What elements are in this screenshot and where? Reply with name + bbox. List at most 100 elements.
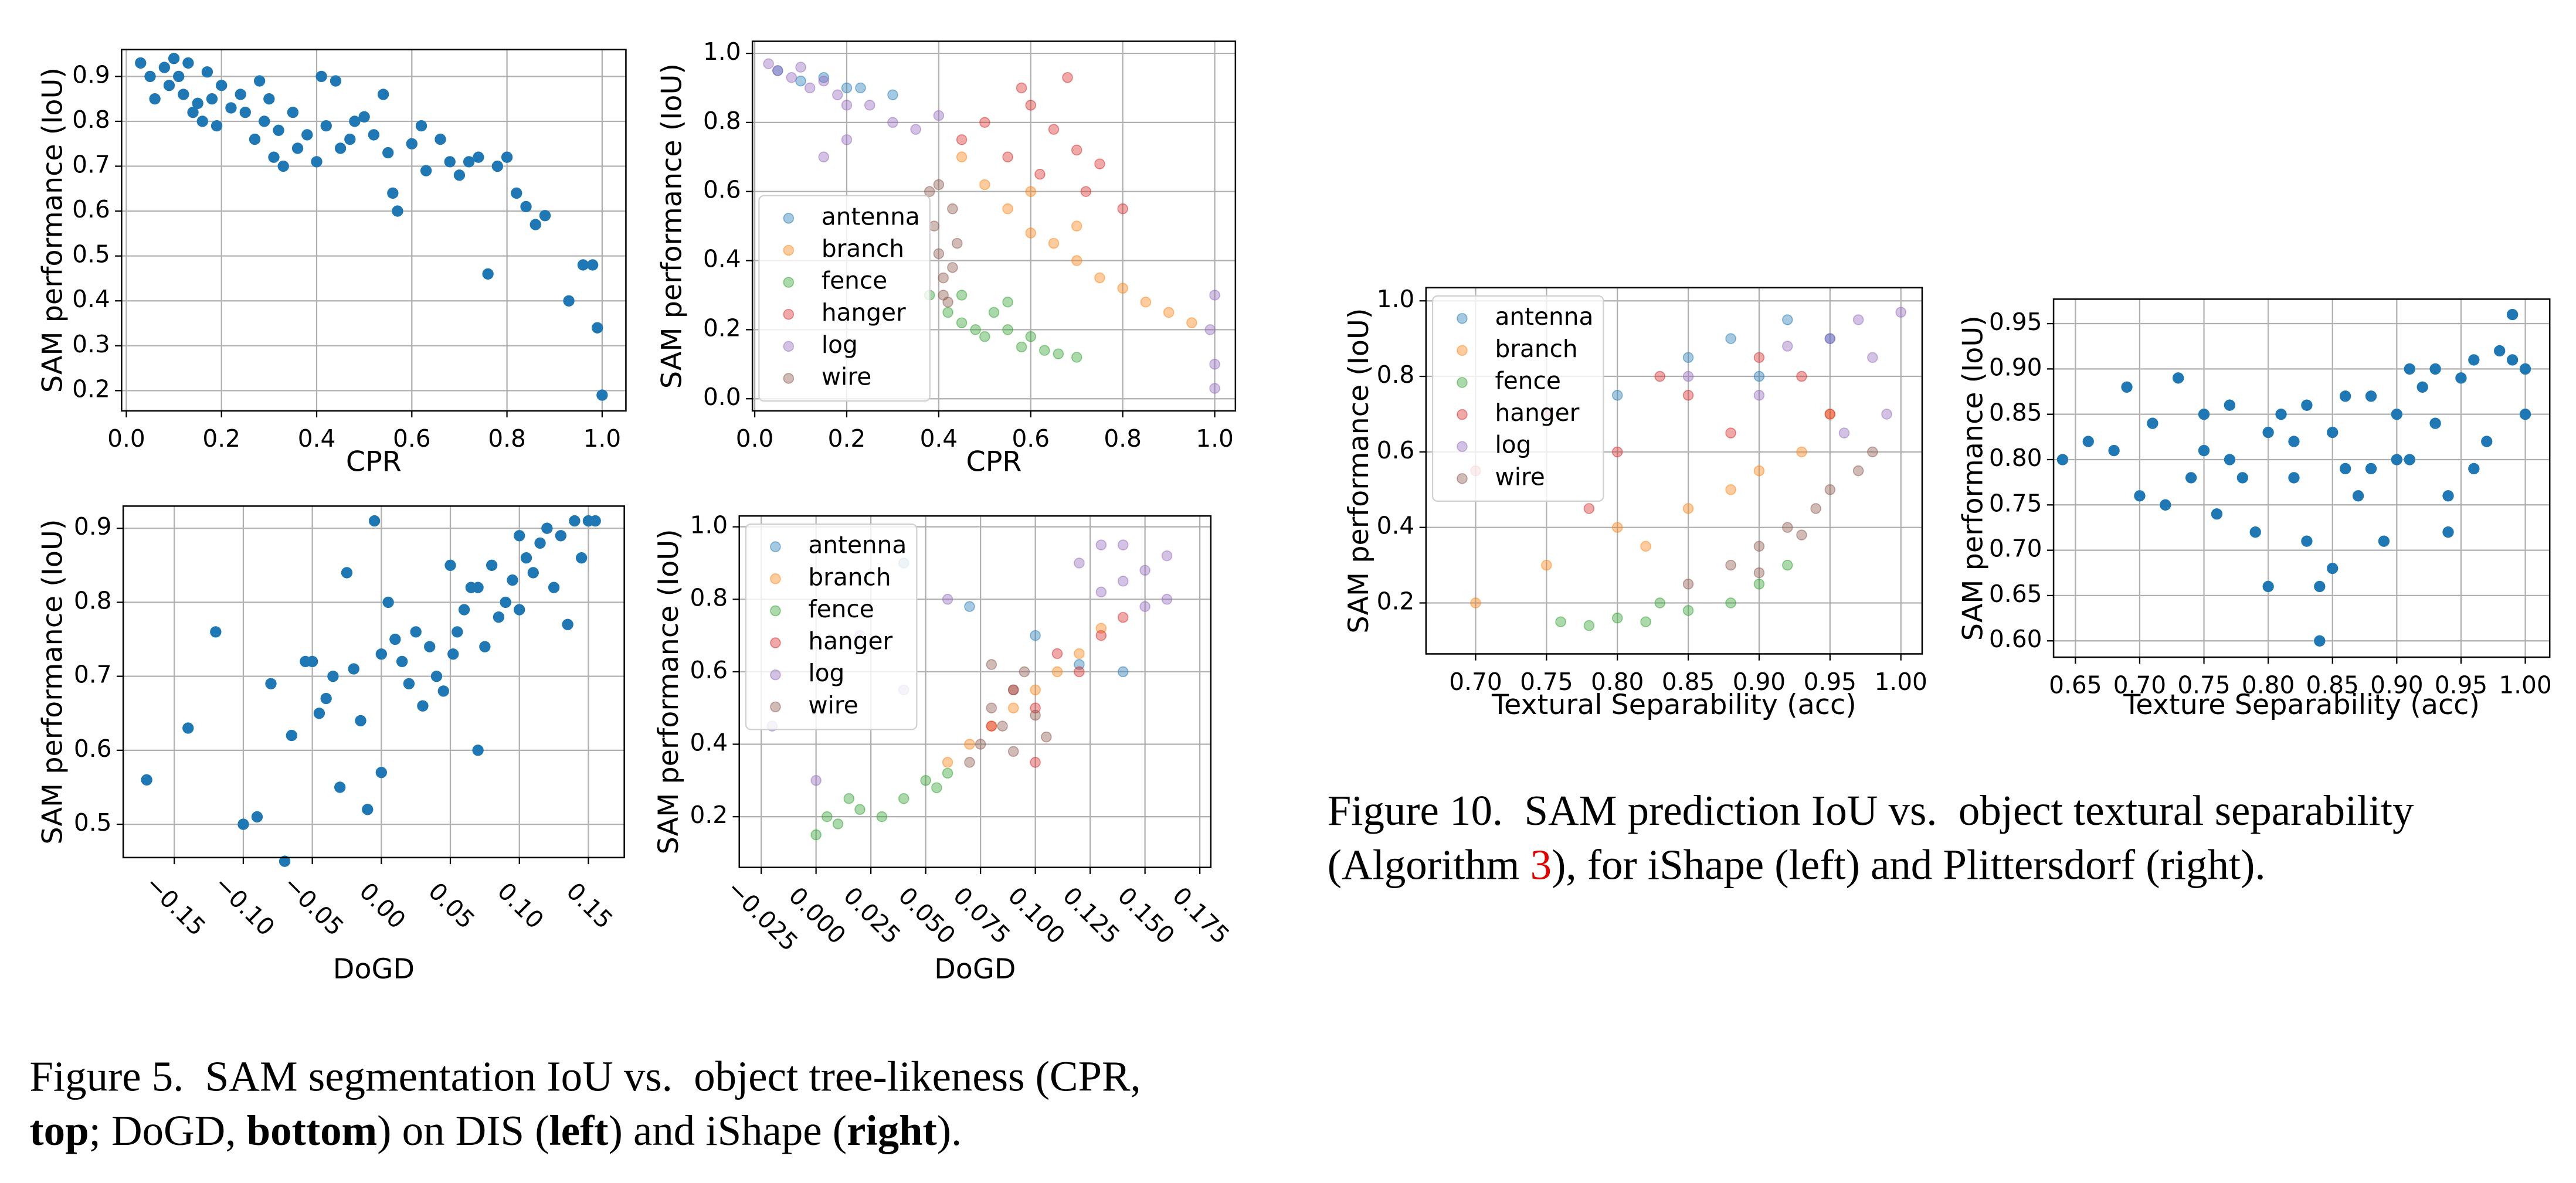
point <box>158 62 171 73</box>
point <box>330 75 342 87</box>
point <box>2378 535 2390 547</box>
point <box>313 708 325 719</box>
point <box>417 700 429 712</box>
legend: antenna branch fence hanger log wire <box>1431 295 1604 502</box>
point <box>2327 426 2339 438</box>
point <box>1867 446 1878 458</box>
legend-marker <box>1457 473 1468 484</box>
point <box>1209 359 1220 370</box>
y-tick-label: 0.6 <box>690 656 728 684</box>
point <box>569 515 581 527</box>
x-tick-label: 0.8 <box>1104 424 1142 453</box>
point <box>2198 409 2210 420</box>
point <box>491 160 504 172</box>
point <box>520 200 532 213</box>
caption-ref[interactable]: 3 <box>1530 841 1552 888</box>
point <box>1753 540 1765 552</box>
point <box>1583 620 1595 631</box>
caption-line: Figure 10. SAM prediction IoU vs. object… <box>1328 787 2414 834</box>
x-tick-label: 0.85 <box>2306 671 2359 699</box>
point <box>1007 702 1019 713</box>
point <box>979 179 990 191</box>
point <box>1611 446 1623 458</box>
chart: −0.0250.0000.0250.0500.0750.1000.1250.15… <box>653 511 1235 986</box>
point <box>1852 314 1864 325</box>
point <box>942 757 953 768</box>
point <box>876 811 888 822</box>
point <box>1753 370 1765 382</box>
point <box>268 151 280 163</box>
caption-text: Figure 10. SAM prediction IoU vs. object… <box>1328 787 2414 834</box>
legend-marker <box>770 573 781 584</box>
y-tick-label: 0.9 <box>74 512 112 540</box>
point <box>501 151 513 163</box>
point <box>486 559 498 571</box>
point <box>970 324 981 335</box>
point <box>389 633 401 645</box>
point <box>368 515 381 527</box>
point <box>1117 611 1129 623</box>
point <box>942 767 953 779</box>
point <box>898 793 909 804</box>
axes-frame <box>2052 298 2551 658</box>
point <box>1470 597 1481 609</box>
plot-area <box>2054 299 2550 658</box>
point <box>514 604 525 616</box>
chart: 0.0 0.2 0.4 0.6 0.8 1.0 0.0 0.2 0.4 0.6 0.8 1.0 CPR S… <box>656 38 1237 478</box>
point <box>997 720 1008 732</box>
point <box>1782 341 1793 352</box>
y-tick-label: 0.3 <box>72 330 110 358</box>
point <box>1725 597 1736 609</box>
point <box>182 57 194 69</box>
legend-label: hanger <box>822 298 906 327</box>
legend: antenna branch fence hanger log wire <box>758 195 931 402</box>
y-axis-label: SAM performance (IoU) <box>1343 308 1375 634</box>
y-tick-label: 0.90 <box>1989 353 2042 381</box>
axes-frame <box>121 49 627 412</box>
point <box>334 781 346 793</box>
legend-label: branch <box>808 563 891 591</box>
point <box>135 57 147 69</box>
point <box>458 604 470 616</box>
chart: 0.0 0.2 0.4 0.6 0.8 1.0 0.2 0.3 0.4 0.5 0.6 0.7 0.8 0… <box>36 49 627 478</box>
point <box>1186 317 1197 328</box>
point <box>1611 522 1623 533</box>
point <box>348 663 359 675</box>
point <box>1094 272 1105 284</box>
point <box>2352 490 2364 502</box>
y-tick-label: 0.6 <box>1377 436 1415 464</box>
point <box>368 129 380 141</box>
point <box>196 115 208 127</box>
point <box>341 567 353 579</box>
legend-marker <box>1457 312 1468 324</box>
point <box>804 82 816 94</box>
point <box>210 626 222 638</box>
legend-label: log <box>822 331 858 359</box>
point <box>2404 454 2415 465</box>
legend-marker <box>783 277 795 288</box>
chart: 0.70 0.75 0.80 0.85 0.90 0.95 1.00 0.2 0.4 0.6 0.8… <box>1343 285 1927 721</box>
x-axis-label: DoGD <box>934 953 1016 985</box>
x-tick-label: 1.0 <box>1196 424 1234 453</box>
y-axis-label: SAM performance (IoU) <box>656 63 688 389</box>
caption-text: (Algorithm <box>1328 841 1530 888</box>
point <box>1007 746 1019 757</box>
x-tick-label: 0.6 <box>393 424 431 453</box>
point <box>1796 446 1807 458</box>
point <box>2494 345 2506 357</box>
point <box>2121 381 2133 393</box>
caption-text: ). <box>937 1107 962 1154</box>
y-tick-label: 0.6 <box>703 176 741 204</box>
point <box>1048 124 1060 135</box>
point <box>979 331 990 342</box>
point <box>358 111 370 123</box>
point <box>1095 539 1107 550</box>
point <box>2056 454 2069 465</box>
point <box>534 537 546 549</box>
point <box>279 855 291 867</box>
point <box>472 745 484 756</box>
point <box>1725 333 1736 344</box>
point <box>986 720 997 732</box>
point <box>1782 522 1793 533</box>
point <box>500 596 511 609</box>
